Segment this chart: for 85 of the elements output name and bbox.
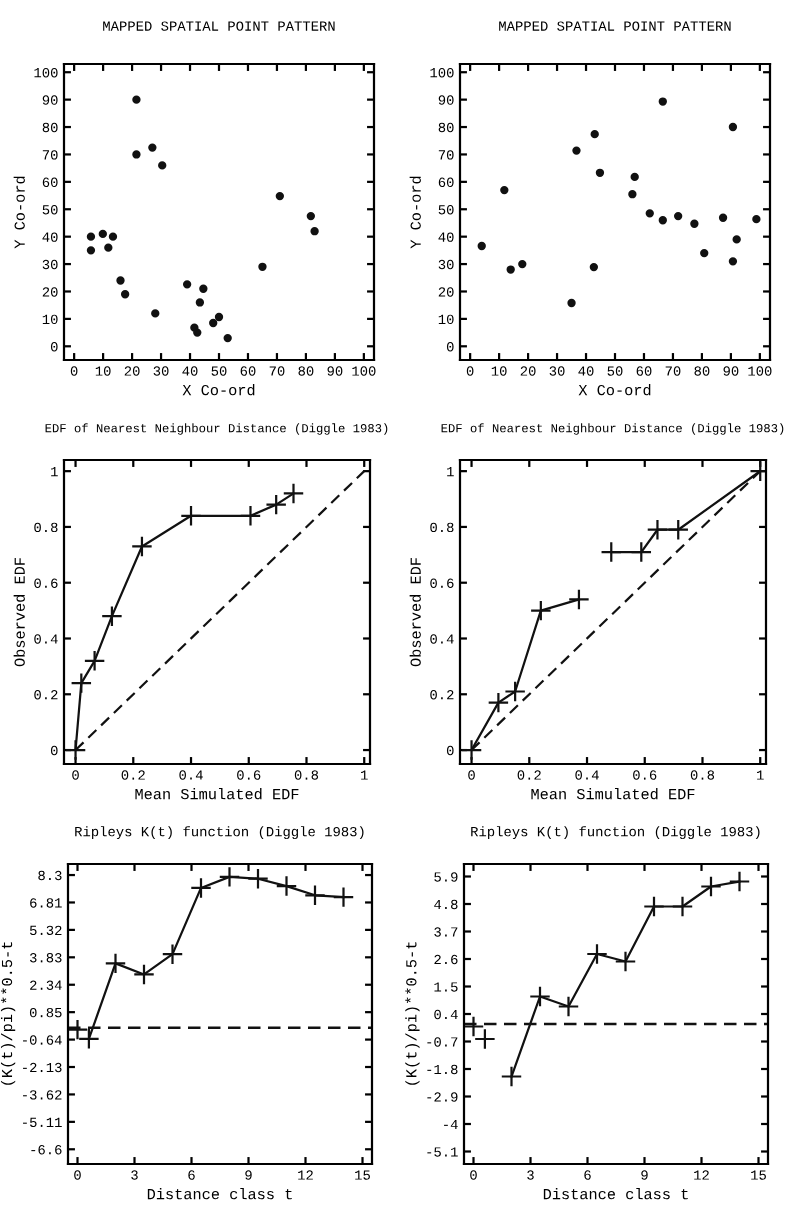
- point: [209, 318, 218, 328]
- point: [568, 588, 590, 611]
- point: [98, 229, 107, 239]
- point: [218, 866, 241, 888]
- point: [195, 298, 205, 307]
- point: [752, 214, 761, 224]
- point: [643, 895, 665, 918]
- point: [151, 309, 160, 318]
- point: [557, 995, 580, 1018]
- point: [101, 605, 123, 628]
- point: [104, 952, 127, 975]
- point: [728, 122, 738, 132]
- point: [658, 216, 667, 225]
- point: [86, 246, 96, 255]
- point: [500, 1065, 523, 1088]
- point: [646, 518, 669, 541]
- point: [500, 185, 509, 195]
- point: [199, 284, 208, 293]
- point: [671, 895, 694, 918]
- point: [239, 504, 262, 527]
- point: [628, 190, 637, 199]
- point: [477, 241, 486, 251]
- point: [590, 130, 599, 139]
- point: [104, 243, 113, 252]
- point: [474, 1028, 496, 1050]
- point: [667, 518, 690, 541]
- point: [630, 541, 653, 563]
- point: [728, 870, 751, 893]
- point: [148, 143, 157, 152]
- point: [64, 739, 87, 761]
- point: [306, 211, 316, 221]
- point: [530, 599, 552, 622]
- point: [460, 739, 483, 761]
- point: [190, 877, 212, 899]
- point: [658, 97, 667, 106]
- point: [700, 248, 709, 258]
- point: [282, 482, 305, 505]
- point: [630, 172, 639, 182]
- point: [120, 290, 130, 299]
- point: [132, 150, 141, 159]
- point: [78, 1028, 100, 1050]
- point: [600, 541, 623, 563]
- point: [247, 867, 269, 890]
- point: [732, 235, 741, 244]
- point: [589, 262, 599, 272]
- point: [310, 227, 319, 236]
- point: [223, 333, 232, 343]
- point: [728, 257, 738, 266]
- point: [180, 504, 202, 527]
- point: [504, 680, 526, 703]
- point: [567, 298, 576, 308]
- point: [700, 875, 722, 898]
- point: [464, 1015, 485, 1038]
- point: [265, 493, 288, 516]
- point: [68, 1018, 89, 1041]
- point: [690, 219, 699, 228]
- point: [614, 950, 637, 973]
- point: [529, 985, 551, 1008]
- point: [133, 963, 155, 986]
- point: [116, 276, 125, 285]
- point: [132, 95, 141, 104]
- point: [83, 649, 106, 672]
- point: [193, 328, 202, 337]
- point: [86, 232, 96, 241]
- point: [586, 943, 608, 965]
- point: [595, 168, 605, 177]
- point: [304, 884, 326, 907]
- point: [506, 265, 515, 274]
- point: [158, 161, 167, 170]
- point: [214, 312, 224, 322]
- point: [182, 280, 192, 289]
- point: [718, 213, 728, 222]
- point: [673, 211, 683, 221]
- point: [518, 259, 527, 269]
- point: [572, 146, 581, 155]
- point: [275, 191, 285, 201]
- point: [131, 535, 153, 558]
- point: [275, 875, 298, 897]
- point: [108, 232, 118, 241]
- point: [332, 886, 355, 908]
- point: [487, 691, 510, 714]
- point: [645, 209, 654, 218]
- point: [258, 262, 267, 271]
- point: [70, 672, 93, 694]
- point: [161, 943, 184, 966]
